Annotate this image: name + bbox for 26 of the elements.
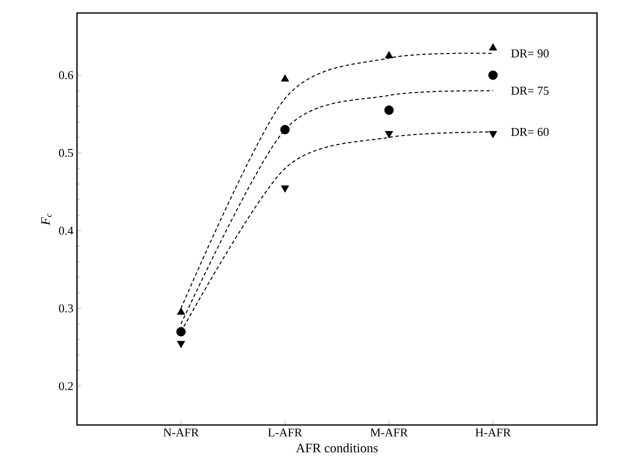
x-tick-label: M-AFR: [370, 428, 408, 436]
point: [280, 124, 290, 134]
point: [488, 70, 498, 80]
y-tick-label: 0.3: [58, 304, 74, 312]
x-tick-label: N-AFR: [163, 428, 199, 436]
series-label: DR= 60: [511, 128, 549, 136]
point: [488, 131, 498, 138]
x-tick-label: H-AFR: [475, 428, 511, 436]
y-tick-label: 0.2: [58, 382, 73, 390]
point: [384, 51, 394, 58]
point: [280, 74, 290, 82]
point: [384, 105, 394, 115]
x-axis-title: AFR conditions: [296, 443, 378, 452]
series-label: DR= 90: [511, 49, 549, 58]
point: [280, 185, 290, 193]
line-series: [180, 90, 494, 324]
series-label: DR= 75: [511, 86, 549, 95]
point: [176, 340, 186, 348]
y-tick-label: 0.4: [58, 226, 74, 235]
y-axis-title: F$_{c}$: [41, 213, 52, 226]
point: [488, 43, 498, 50]
y-tick-label: 0.5: [58, 148, 74, 157]
point: [384, 131, 394, 138]
x-tick-label: L-AFR: [268, 428, 302, 436]
point: [176, 327, 186, 336]
y-tick-label: 0.6: [58, 71, 74, 80]
